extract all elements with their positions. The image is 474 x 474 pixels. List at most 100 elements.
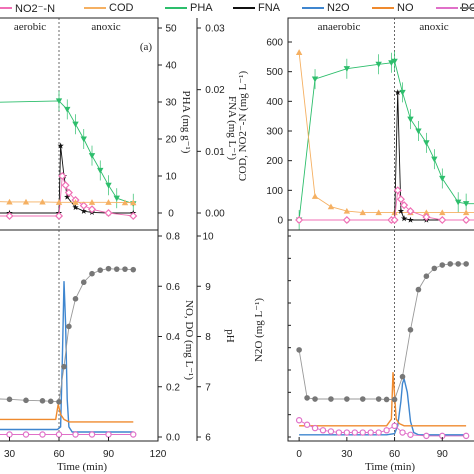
data-point — [55, 98, 63, 105]
tick-label-no-do: 0.0 — [166, 433, 180, 444]
data-point — [399, 373, 406, 380]
y-axis-label: N2O (mg L⁻¹) — [253, 298, 265, 362]
data-point — [447, 261, 454, 267]
data-point — [311, 193, 319, 199]
data-point — [388, 60, 395, 66]
legend-swatch — [0, 4, 12, 12]
data-point — [367, 429, 374, 436]
data-point — [295, 215, 304, 225]
data-point — [344, 396, 350, 402]
data-point — [72, 199, 79, 205]
data-point — [72, 121, 79, 128]
data-point — [5, 211, 14, 221]
x-tick-label: 90 — [437, 449, 449, 460]
series-line-FNA — [0, 145, 134, 214]
data-point — [39, 431, 46, 438]
data-point — [97, 167, 104, 174]
data-point — [415, 286, 422, 293]
panel-tag: (a) — [140, 41, 153, 53]
data-point — [431, 156, 438, 163]
data-point — [79, 201, 88, 210]
data-point — [383, 396, 390, 403]
tick-label-pha: 30 — [165, 98, 177, 109]
y-tick-label: 200 — [266, 156, 283, 167]
axis-label-no-do: NO, DO (mg L⁻¹) — [183, 300, 195, 380]
legend-item-2: PHA — [165, 0, 213, 16]
data-point — [88, 431, 96, 438]
tick-label-pha: 20 — [165, 135, 177, 146]
plot-frame — [0, 229, 159, 442]
data-point — [359, 209, 366, 216]
data-point — [6, 396, 13, 403]
tick-label-fna: 0.03 — [205, 24, 225, 35]
y-tick-label: 100 — [266, 186, 283, 197]
data-point — [407, 327, 414, 333]
x-tick-label: 30 — [4, 449, 16, 460]
legend-label: NO — [397, 2, 414, 14]
data-point — [422, 212, 431, 222]
x-axis-label: Time (min) — [57, 461, 107, 473]
data-point — [61, 363, 67, 370]
data-point — [303, 421, 311, 428]
data-point — [397, 207, 405, 214]
data-point — [121, 199, 129, 206]
data-point — [455, 261, 461, 267]
data-point — [55, 431, 63, 438]
legend-item-4: N2O — [302, 0, 350, 16]
tick-label-pha: 50 — [165, 24, 177, 35]
plot-right-bottom: 0 30 60 90 Time (min) N2O (mg L⁻¹) — [253, 229, 474, 473]
series-line-COD — [298, 52, 474, 214]
y-tick-label: 0 — [277, 216, 283, 227]
y-axis-label: COD, NO2⁻-N (mg L⁻¹) — [237, 71, 249, 182]
data-point — [462, 201, 470, 207]
data-point — [61, 181, 70, 190]
data-point — [22, 198, 30, 205]
data-point — [400, 201, 409, 210]
legend-swatch — [233, 4, 255, 12]
legend-swatch — [460, 4, 474, 12]
tick-label-ph: 10 — [202, 232, 214, 243]
data-point — [375, 429, 382, 436]
data-point — [105, 265, 112, 272]
data-point — [391, 58, 398, 65]
legend-swatch — [165, 4, 187, 12]
data-point — [343, 207, 351, 214]
tick-label-pha: 0 — [168, 209, 174, 220]
data-point — [295, 417, 303, 424]
data-point — [66, 323, 72, 330]
data-point — [438, 215, 447, 225]
data-point — [311, 424, 319, 432]
tick-label-fna: 0.02 — [205, 85, 225, 96]
legend-label: COD — [109, 2, 134, 14]
legend-item-7: pH — [460, 0, 474, 16]
phase-label-aerobic: aerobic — [14, 21, 46, 33]
data-point — [396, 195, 405, 204]
phase-label-anoxic: anoxic — [91, 21, 120, 33]
y-tick-label: 600 — [266, 38, 283, 49]
series-line-N2O — [0, 281, 134, 433]
legend-label: PHA — [190, 2, 213, 14]
data-point — [80, 207, 87, 214]
data-point — [343, 66, 351, 72]
data-point — [54, 211, 64, 221]
legend-label: FNA — [258, 2, 280, 14]
plot-left-top: aerobic anoxic (a) 0 10 20 30 40 50 PHA (mg g⁻¹) 0… — [0, 17, 238, 231]
data-point — [89, 270, 95, 277]
series-line-FNA — [299, 92, 474, 221]
data-point — [129, 211, 138, 221]
data-point — [359, 429, 366, 436]
data-point — [351, 429, 359, 436]
data-point — [375, 209, 382, 216]
data-point — [423, 209, 430, 216]
data-point — [327, 428, 335, 435]
data-point — [407, 431, 414, 438]
plot-left-bottom: 30 60 90 120 Time (min) 0.0 0.2 0.4 0.6 0.8 NO, DO… — [0, 229, 236, 473]
data-point — [439, 262, 446, 268]
data-point — [383, 427, 390, 434]
data-point — [391, 422, 398, 430]
data-point — [6, 198, 13, 205]
data-point — [296, 347, 302, 353]
data-point — [130, 431, 137, 438]
data-point — [57, 142, 64, 149]
